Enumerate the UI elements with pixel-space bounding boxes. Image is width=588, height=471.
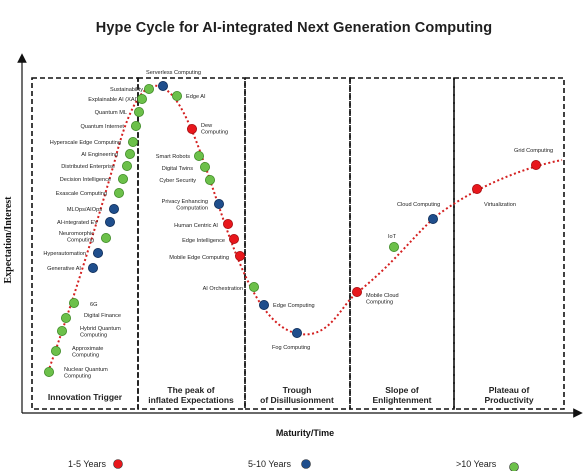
tech-label-neuromorphic-computing: Neuromorphic Computing: [59, 231, 94, 244]
tech-point-fog-computing: [291, 327, 302, 338]
tech-point-generative-ai: [88, 262, 99, 273]
tech-point-quantum-internet: [130, 121, 141, 132]
tech-point-ai-orchestration: [248, 281, 259, 292]
tech-point-edge-ai: [171, 91, 182, 102]
tech-label-6g: 6G: [90, 302, 97, 308]
tech-point-nuclear-quantum-computing: [44, 366, 55, 377]
tech-point-hyperautomation: [93, 247, 104, 258]
legend: 1-5 Years 5-10 Years >10 Years: [0, 455, 588, 471]
tech-point-distributed-enterprise: [122, 160, 133, 171]
tech-label-cloud-computing: Cloud Computing: [397, 202, 440, 208]
tech-label-human-centric-ai: Human Centric AI: [174, 223, 218, 229]
phase-label-plateau: Plateau of Productivity: [484, 385, 533, 405]
tech-label-ai-integrated-ev: AI-integrated EV: [57, 220, 98, 226]
tech-label-hybrid-quantum-computing: Hybrid Quantum Computing: [80, 326, 121, 339]
tech-point-digital-twins: [199, 161, 210, 172]
tech-label-serverless-computing: Serverless Computing: [146, 70, 201, 76]
legend-marker-10-plus-years: [509, 462, 519, 471]
tech-point-ai-integrated-ev: [105, 216, 116, 227]
tech-label-generative-ai: Generative AI: [47, 266, 81, 272]
tech-label-smart-robots: Smart Robots: [156, 154, 190, 160]
tech-label-digital-twins: Digital Twins: [162, 166, 193, 172]
phase-labels: Innovation Trigger The peak of inflated E…: [48, 385, 534, 405]
tech-label-virtualization: Virtualization: [484, 202, 516, 208]
tech-label-mobile-cloud-computing: Mobile Cloud Computing: [366, 293, 399, 306]
tech-label-privacy-enhancing-computation: Privacy Enhancing Computation: [162, 199, 208, 212]
tech-point-iot: [388, 241, 399, 252]
tech-label-cyber-security: Cyber Security: [159, 178, 196, 184]
tech-point-explainable-ai-xai: [136, 94, 147, 105]
tech-label-mlops-aiops: MLOps/AIOps: [67, 207, 102, 213]
phase-label-trough: Trough of Disillusionment: [260, 385, 334, 405]
tech-point-mlops-aiops: [109, 203, 120, 214]
phase-box-plateau: [453, 77, 565, 410]
tech-point-human-centric-ai: [222, 218, 233, 229]
tech-point-serverless-computing: [157, 81, 168, 92]
tech-point-sustainability: [143, 84, 154, 95]
phase-box-trough: [244, 77, 351, 410]
tech-label-digital-finance: Digital Finance: [84, 313, 121, 319]
tech-label-decision-intelligence: Decision Intelligence: [60, 177, 111, 183]
tech-label-fog-computing: Fog Computing: [272, 345, 310, 351]
phase-label-peak: The peak of inflated Expectations: [148, 385, 234, 405]
tech-label-hyperscale-edge-computing: Hyperscale Edge Computing: [50, 140, 121, 146]
tech-point-neuromorphic-computing: [101, 232, 112, 243]
tech-label-mobile-edge-computing: Mobile Edge Computing: [169, 255, 229, 261]
tech-label-explainable-ai-xai: Explainable AI (XAI): [88, 97, 138, 103]
phase-box-slope: [349, 77, 455, 410]
legend-label-10-plus-years: >10 Years: [456, 459, 497, 469]
tech-label-quantum-internet: Quantum Internet: [80, 124, 124, 130]
legend-marker-5-10-years: [301, 459, 311, 469]
tech-point-exascale-computing: [114, 187, 125, 198]
tech-point-cyber-security: [204, 174, 215, 185]
tech-point-edge-intelligence: [228, 233, 239, 244]
phase-box-innovation-trigger: [31, 77, 139, 410]
tech-point-mobile-cloud-computing: [351, 286, 362, 297]
tech-point-smart-robots: [193, 150, 204, 161]
tech-point-dew-computing: [186, 124, 197, 135]
phase-label-slope: Slope of Enlightenment: [372, 385, 431, 405]
tech-label-hyperautomation: Hyperautomation: [43, 251, 86, 257]
tech-point-cloud-computing: [427, 213, 438, 224]
tech-label-quantum-ml: Quantum ML: [95, 110, 127, 116]
tech-point-virtualization: [471, 183, 482, 194]
tech-label-dew-computing: Dew Computing: [201, 123, 228, 136]
legend-markers: [113, 459, 519, 471]
y-axis-label: Expectation/Interest: [3, 196, 14, 284]
tech-label-edge-computing: Edge Computing: [273, 303, 315, 309]
tech-point-approximate-computing: [51, 345, 62, 356]
technology-points: Nuclear Quantum Computing Approximate Compu…: [43, 70, 553, 380]
tech-label-nuclear-quantum-computing: Nuclear Quantum Computing: [64, 367, 108, 380]
tech-point-grid-computing: [531, 159, 542, 170]
tech-point-quantum-ml: [133, 107, 144, 118]
tech-label-edge-intelligence: Edge Intelligence: [182, 238, 225, 244]
tech-label-ai-engineering: AI Engineering: [81, 152, 118, 158]
tech-point-ai-engineering: [125, 148, 136, 159]
tech-point-hybrid-quantum-computing: [57, 325, 68, 336]
diagram-title: Hype Cycle for AI-integrated Next Genera…: [95, 20, 493, 36]
tech-label-ai-orchestration: AI Orchestration: [203, 286, 243, 292]
tech-point-hyperscale-edge-computing: [127, 136, 138, 147]
tech-label-distributed-enterprise: Distributed Enterprise: [61, 164, 115, 170]
tech-label-edge-ai: Edge AI: [186, 94, 206, 100]
phase-label-innovation-trigger: Innovation Trigger: [48, 392, 123, 402]
tech-point-decision-intelligence: [118, 173, 129, 184]
tech-point-digital-finance: [61, 312, 72, 323]
x-axis-label: Maturity/Time: [276, 428, 334, 438]
tech-label-approximate-computing: Approximate Computing: [72, 346, 103, 359]
tech-point-mobile-edge-computing: [234, 250, 245, 261]
legend-label-1-5-years: 1-5 Years: [68, 459, 107, 469]
tech-label-exascale-computing: Exascale Computing: [56, 191, 107, 197]
hype-cycle-curve: [47, 84, 563, 373]
tech-label-grid-computing: Grid Computing: [514, 148, 553, 154]
tech-label-sustainability: Sustainability: [110, 87, 143, 93]
tech-point-6g: [69, 297, 80, 308]
tech-label-iot: IoT: [388, 234, 397, 240]
tech-point-edge-computing: [258, 299, 269, 310]
legend-marker-1-5-years: [113, 459, 123, 469]
tech-point-privacy-enhancing-computation: [213, 198, 224, 209]
phase-boxes: [31, 77, 565, 410]
legend-label-5-10-years: 5-10 Years: [248, 459, 292, 469]
